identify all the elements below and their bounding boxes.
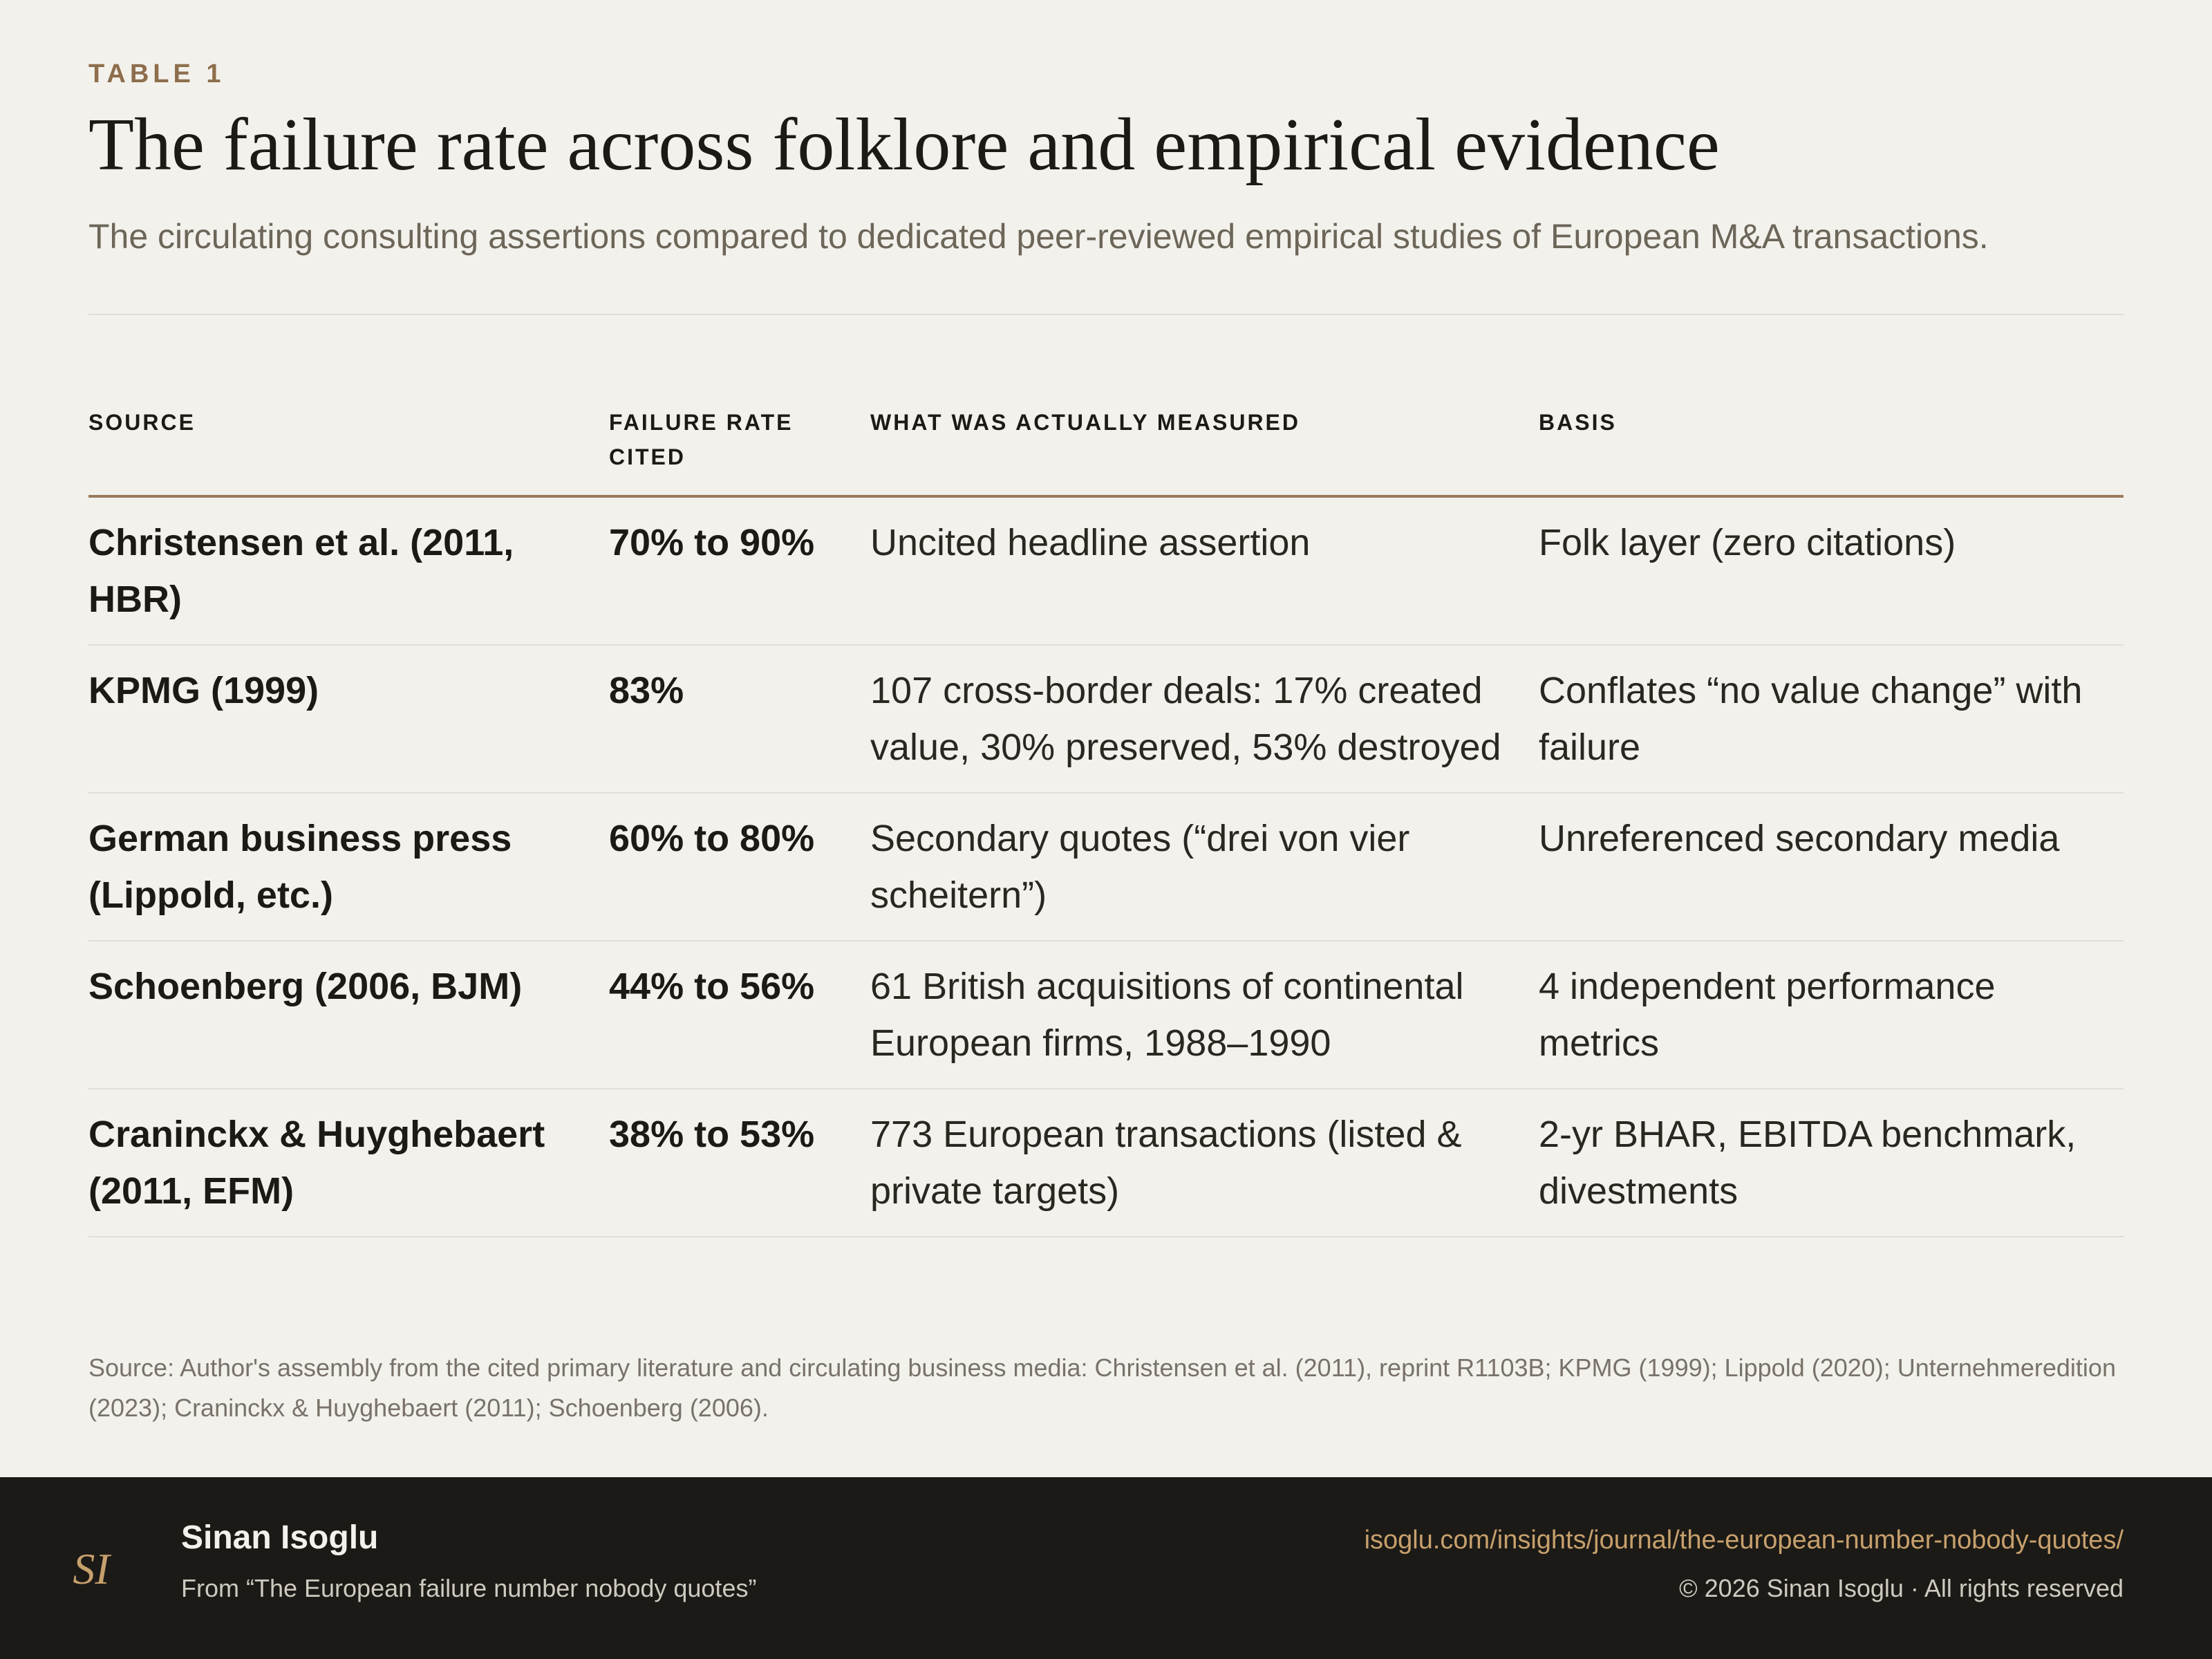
column-header-source: SOURCE bbox=[88, 401, 609, 498]
footer: SI Sinan Isoglu From “The European failu… bbox=[0, 1477, 2212, 1659]
cell-basis: Unreferenced secondary media bbox=[1539, 793, 2124, 941]
cell-measured: 107 cross-border deals: 17% created valu… bbox=[870, 645, 1539, 794]
table-label: TABLE 1 bbox=[88, 59, 225, 88]
cell-failure-rate: 60% to 80% bbox=[609, 793, 870, 941]
author-name: Sinan Isoglu bbox=[181, 1519, 379, 1556]
table-row: Craninckx & Huyghebaert (2011, EFM) 38% … bbox=[88, 1089, 2124, 1237]
table-row: KPMG (1999) 83% 107 cross-border deals: … bbox=[88, 645, 2124, 794]
cell-measured: Uncited headline assertion bbox=[870, 496, 1539, 646]
cell-failure-rate: 83% bbox=[609, 645, 870, 794]
cell-failure-rate: 44% to 56% bbox=[609, 941, 870, 1089]
table-row: Schoenberg (2006, BJM) 44% to 56% 61 Bri… bbox=[88, 941, 2124, 1089]
cell-measured: 61 British acquisitions of continental E… bbox=[870, 941, 1539, 1089]
article-reference: From “The European failure number nobody… bbox=[181, 1574, 757, 1602]
cell-source: German business press (Lippold, etc.) bbox=[88, 793, 609, 941]
cell-basis: Folk layer (zero citations) bbox=[1539, 496, 2124, 646]
cell-basis: 4 independent performance metrics bbox=[1539, 941, 2124, 1089]
svg-text:SI: SI bbox=[73, 1544, 111, 1593]
cell-source: Craninckx & Huyghebaert (2011, EFM) bbox=[88, 1089, 609, 1237]
table-row: Christensen et al. (2011, HBR) 70% to 90… bbox=[88, 496, 2124, 646]
column-header-measured: WHAT WAS ACTUALLY MEASURED bbox=[870, 401, 1539, 498]
cell-source: Schoenberg (2006, BJM) bbox=[88, 941, 609, 1089]
cell-failure-rate: 70% to 90% bbox=[609, 496, 870, 646]
cell-source: Christensen et al. (2011, HBR) bbox=[88, 496, 609, 646]
table-row: German business press (Lippold, etc.) 60… bbox=[88, 793, 2124, 941]
page-subtitle: The circulating consulting assertions co… bbox=[88, 217, 1989, 256]
header-divider bbox=[88, 314, 2124, 315]
table-header-row: SOURCE FAILURE RATE CITED WHAT WAS ACTUA… bbox=[88, 401, 2124, 498]
source-note: Source: Author's assembly from the cited… bbox=[88, 1353, 2116, 1422]
column-header-failure-rate: FAILURE RATE CITED bbox=[609, 401, 870, 498]
copyright-notice: © 2026 Sinan Isoglu · All rights reserve… bbox=[1679, 1574, 2124, 1602]
cell-measured: 773 European transactions (listed & priv… bbox=[870, 1089, 1539, 1237]
column-header-basis: BASIS bbox=[1539, 401, 2124, 498]
cell-failure-rate: 38% to 53% bbox=[609, 1089, 870, 1237]
comparison-table: SOURCE FAILURE RATE CITED WHAT WAS ACTUA… bbox=[88, 401, 2124, 1237]
page-title: The failure rate across folklore and emp… bbox=[88, 104, 1720, 186]
cell-source: KPMG (1999) bbox=[88, 645, 609, 794]
cell-basis: Conflates “no value change” with failure bbox=[1539, 645, 2124, 794]
cell-measured: Secondary quotes (“drei von vier scheite… bbox=[870, 793, 1539, 941]
article-link[interactable]: isoglu.com/insights/journal/the-european… bbox=[1364, 1526, 2124, 1555]
monogram-logo-icon: SI bbox=[73, 1544, 111, 1593]
cell-basis: 2-yr BHAR, EBITDA benchmark, divestments bbox=[1539, 1089, 2124, 1237]
